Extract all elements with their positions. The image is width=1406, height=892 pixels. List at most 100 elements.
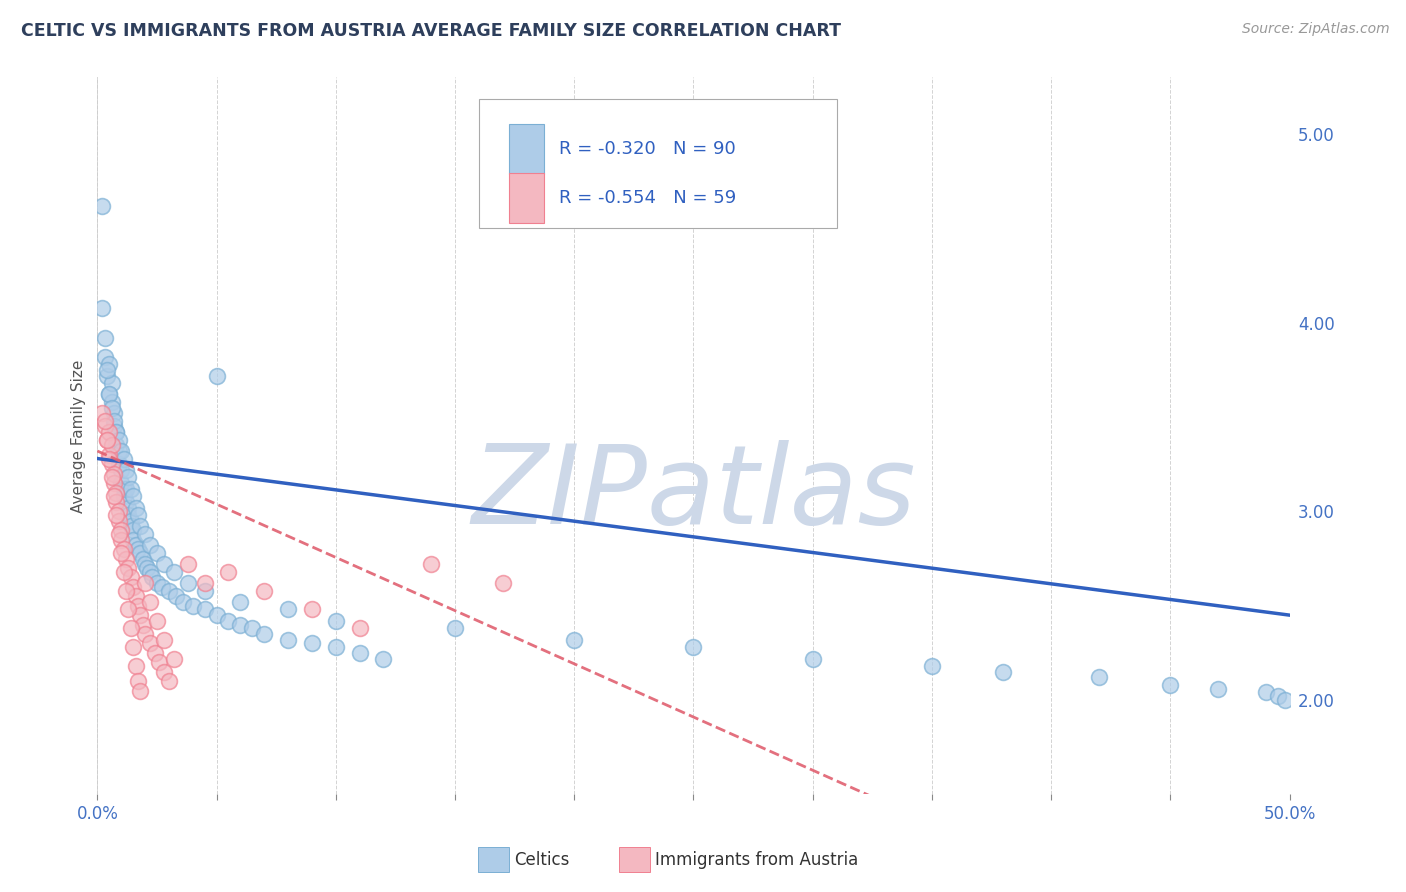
Point xyxy=(229,595,252,609)
Point xyxy=(105,508,128,523)
Point xyxy=(325,614,347,628)
FancyBboxPatch shape xyxy=(509,124,544,174)
Point xyxy=(110,533,132,547)
Point xyxy=(143,646,166,660)
Point xyxy=(103,414,125,428)
Point xyxy=(100,457,122,471)
Point xyxy=(1088,670,1111,684)
Point xyxy=(131,551,153,566)
Point xyxy=(91,301,114,315)
Point xyxy=(1267,690,1289,704)
Point xyxy=(420,558,443,572)
Point xyxy=(115,463,138,477)
Text: R = -0.554   N = 59: R = -0.554 N = 59 xyxy=(558,189,735,207)
Point xyxy=(139,538,162,552)
Point xyxy=(120,482,142,496)
Text: Immigrants from Austria: Immigrants from Austria xyxy=(655,851,859,869)
Point xyxy=(98,387,121,401)
Point xyxy=(110,546,132,560)
Point xyxy=(194,583,217,598)
Point xyxy=(98,387,121,401)
Point xyxy=(157,583,180,598)
Text: Celtics: Celtics xyxy=(515,851,569,869)
Point xyxy=(124,500,146,515)
Point xyxy=(127,542,149,557)
Point xyxy=(148,655,170,669)
Text: CELTIC VS IMMIGRANTS FROM AUSTRIA AVERAGE FAMILY SIZE CORRELATION CHART: CELTIC VS IMMIGRANTS FROM AUSTRIA AVERAG… xyxy=(21,22,841,40)
Y-axis label: Average Family Size: Average Family Size xyxy=(72,359,86,513)
Point xyxy=(115,583,138,598)
Point xyxy=(93,419,115,434)
Point xyxy=(177,558,200,572)
Point xyxy=(1254,685,1277,699)
Point xyxy=(240,621,263,635)
Point xyxy=(108,514,131,528)
Point xyxy=(253,583,276,598)
Point xyxy=(165,589,187,603)
Point xyxy=(103,419,125,434)
Point xyxy=(349,646,371,660)
Point xyxy=(98,448,121,462)
Point xyxy=(134,576,156,591)
Point xyxy=(682,640,704,655)
Point xyxy=(96,433,118,447)
Point xyxy=(120,514,142,528)
Point xyxy=(93,414,115,428)
Point xyxy=(112,542,135,557)
Point xyxy=(108,457,131,471)
Point xyxy=(103,406,125,420)
Point xyxy=(122,580,145,594)
Text: ZIPatlas: ZIPatlas xyxy=(471,440,915,547)
Point xyxy=(100,395,122,409)
Point xyxy=(127,599,149,613)
Point xyxy=(105,425,128,439)
Point xyxy=(139,565,162,579)
Point xyxy=(96,368,118,383)
Point xyxy=(122,640,145,655)
Point xyxy=(103,476,125,491)
Point xyxy=(108,527,131,541)
Point xyxy=(93,331,115,345)
FancyBboxPatch shape xyxy=(509,173,544,223)
Point xyxy=(134,558,156,572)
Point xyxy=(112,482,135,496)
Point xyxy=(110,476,132,491)
Point xyxy=(108,433,131,447)
Point xyxy=(349,621,371,635)
Point xyxy=(100,401,122,415)
Point xyxy=(492,576,515,591)
Point xyxy=(801,651,824,665)
Point xyxy=(100,470,122,484)
Point xyxy=(205,368,228,383)
Point xyxy=(110,444,132,458)
Point xyxy=(122,523,145,537)
Point xyxy=(103,489,125,503)
Point xyxy=(150,580,173,594)
Point xyxy=(105,425,128,439)
Point xyxy=(194,576,217,591)
FancyBboxPatch shape xyxy=(479,99,837,228)
Point xyxy=(98,425,121,439)
Point xyxy=(134,627,156,641)
Point xyxy=(141,570,163,584)
Point xyxy=(301,602,323,616)
Point xyxy=(373,651,395,665)
Point xyxy=(127,674,149,689)
Point xyxy=(194,602,217,616)
Point xyxy=(134,527,156,541)
Point xyxy=(117,561,139,575)
Point xyxy=(139,595,162,609)
Point xyxy=(98,451,121,466)
Point xyxy=(181,599,204,613)
Point xyxy=(153,558,176,572)
Point xyxy=(120,621,142,635)
Point xyxy=(129,546,152,560)
Point xyxy=(96,363,118,377)
Point xyxy=(277,632,299,647)
Point xyxy=(277,602,299,616)
Point xyxy=(110,463,132,477)
Point xyxy=(218,614,240,628)
Point xyxy=(146,546,169,560)
Point xyxy=(177,576,200,591)
Point xyxy=(993,665,1015,679)
